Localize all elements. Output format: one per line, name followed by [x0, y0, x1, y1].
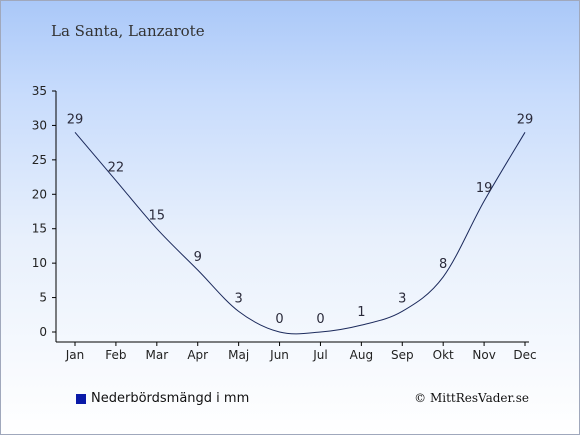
data-label: 8 [439, 257, 447, 272]
x-tick-label: Feb [105, 348, 126, 362]
x-tick-label: Sep [391, 348, 414, 362]
series-line [74, 131, 526, 335]
y-tick-label: 30 [32, 118, 47, 132]
x-tick-label: Aug [350, 348, 373, 362]
chart-title: La Santa, Lanzarote [51, 22, 205, 40]
data-label: 0 [275, 312, 283, 327]
data-label: 9 [194, 250, 202, 265]
y-tick-label: 20 [32, 187, 47, 201]
y-axis-ticks: 0 5 10 15 20 25 30 35 [32, 84, 56, 339]
x-tick-label: Apr [187, 348, 208, 362]
y-tick-label: 0 [39, 325, 47, 339]
x-tick-label: Mar [145, 348, 168, 362]
legend-swatch [76, 393, 86, 404]
legend: Nederbördsmängd i mm [76, 391, 249, 406]
y-tick-label: 35 [32, 84, 47, 98]
axes [55, 91, 529, 343]
x-tick-label: Jul [312, 348, 327, 362]
data-label: 3 [234, 291, 242, 306]
data-label: 1 [357, 305, 365, 320]
y-tick-label: 10 [32, 256, 47, 270]
x-tick-label: Jun [269, 348, 289, 362]
data-label: 22 [108, 161, 125, 176]
data-labels: 29 22 15 9 3 0 0 1 3 8 19 29 [67, 112, 534, 327]
data-label: 15 [149, 209, 166, 224]
data-label: 29 [517, 112, 534, 127]
legend-label: Nederbördsmängd i mm [91, 391, 250, 406]
data-label: 19 [476, 181, 493, 196]
x-axis-ticks: Jan Feb Mar Apr Maj Jun Jul Aug Sep Okt Nov Dec [65, 342, 537, 362]
y-tick-label: 5 [39, 291, 47, 305]
x-tick-label: Jan [65, 348, 85, 362]
x-tick-label: Nov [472, 348, 495, 362]
x-tick-label: Dec [513, 348, 536, 362]
credit-text: © MittResVader.se [414, 391, 529, 405]
data-label: 0 [316, 312, 324, 327]
data-label: 3 [398, 291, 406, 306]
y-tick-label: 15 [32, 222, 47, 236]
x-tick-label: Maj [228, 348, 249, 362]
y-tick-label: 25 [32, 153, 47, 167]
data-label: 29 [67, 112, 84, 127]
x-tick-label: Okt [433, 348, 454, 362]
